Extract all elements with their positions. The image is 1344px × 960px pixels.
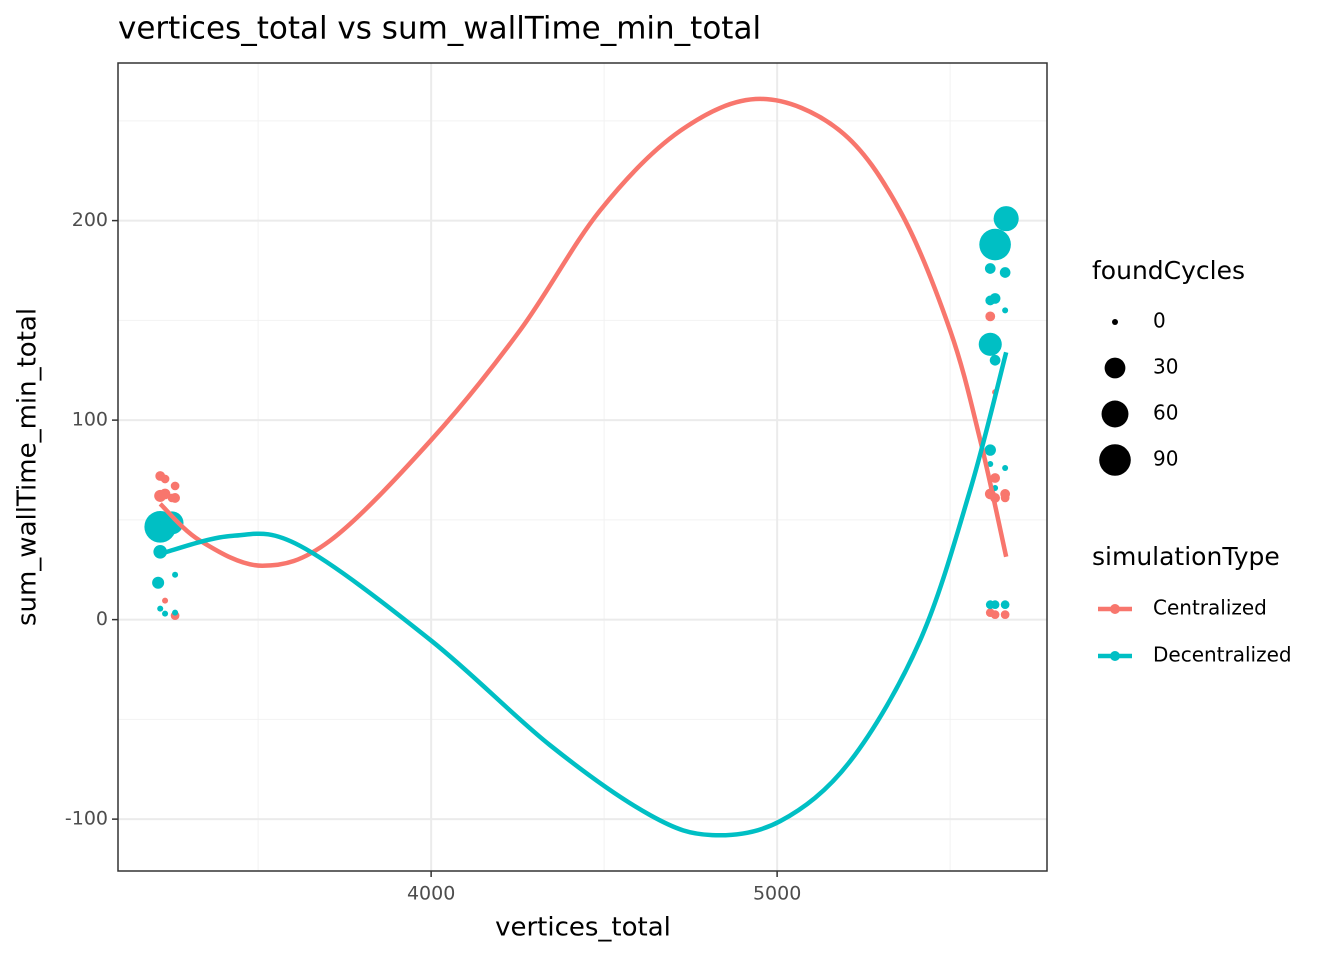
point: [1000, 600, 1010, 610]
size-legend-title: foundCycles: [1092, 256, 1245, 285]
point: [987, 461, 994, 468]
size-legend-label: 90: [1153, 447, 1178, 471]
y-tick-label: 0: [96, 608, 108, 630]
legend-key-dot: [1110, 604, 1120, 614]
point: [999, 267, 1011, 278]
point: [160, 511, 184, 535]
point: [978, 332, 1002, 356]
point: [984, 444, 996, 456]
legend-label: Decentralized: [1153, 643, 1292, 667]
point: [172, 609, 179, 616]
size-legend-key: [1112, 319, 1118, 325]
point: [167, 493, 177, 503]
point: [160, 474, 170, 484]
size-legend-key: [1104, 357, 1126, 379]
color-legend-title: simulationType: [1092, 542, 1280, 571]
x-axis-title: vertices_total: [495, 913, 671, 943]
point: [1000, 493, 1010, 503]
point: [985, 295, 996, 306]
fit-line: [158, 96, 1009, 569]
size-legend-label: 30: [1153, 355, 1178, 379]
point: [984, 263, 996, 274]
size-legend-label: 0: [1153, 309, 1166, 333]
point: [162, 597, 169, 604]
point: [990, 473, 1001, 483]
y-tick-label: 200: [72, 209, 108, 231]
size-legend-key: [1099, 444, 1131, 476]
point: [1002, 307, 1009, 314]
point: [989, 354, 1001, 366]
point: [979, 228, 1011, 261]
point: [993, 206, 1019, 232]
x-tick-label: 5000: [753, 883, 801, 905]
point: [1000, 610, 1010, 619]
size-legend-label: 60: [1153, 401, 1178, 425]
legend-key-dot: [1110, 651, 1120, 661]
y-axis-title: sum_wallTime_min_total: [13, 308, 43, 626]
plot-panel: [118, 63, 1047, 871]
chart-title: vertices_total vs sum_wallTime_min_total: [118, 11, 761, 47]
point: [170, 481, 180, 491]
point: [1002, 464, 1009, 471]
point: [985, 311, 996, 322]
point: [172, 571, 179, 578]
y-tick-label: 100: [72, 409, 108, 431]
size-legend-key: [1101, 400, 1129, 428]
y-tick-label: -100: [65, 808, 108, 830]
point: [990, 610, 1000, 619]
x-tick-label: 4000: [407, 883, 455, 905]
point: [157, 605, 164, 612]
plot-border: [117, 62, 1048, 872]
fit-line: [159, 351, 1009, 838]
legend-label: Centralized: [1153, 596, 1267, 620]
point: [152, 576, 165, 589]
point: [990, 600, 1000, 610]
point: [159, 488, 171, 500]
point: [162, 610, 169, 617]
